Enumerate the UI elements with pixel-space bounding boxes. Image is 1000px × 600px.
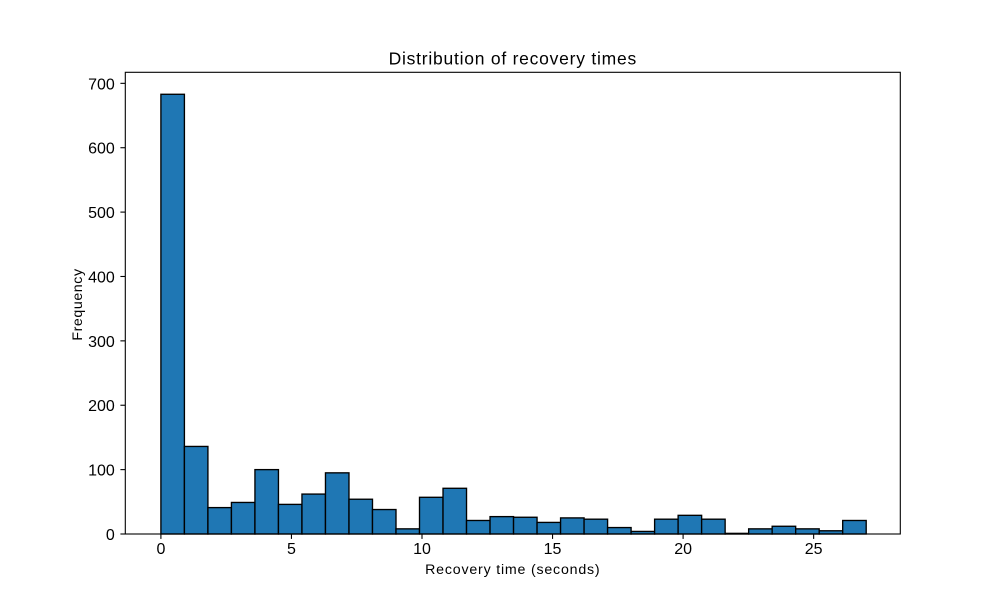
svg-text:300: 300: [88, 334, 115, 351]
svg-text:600: 600: [88, 141, 115, 158]
svg-text:100: 100: [88, 463, 115, 480]
svg-text:20: 20: [674, 541, 692, 558]
svg-text:Recovery time (seconds): Recovery time (seconds): [425, 562, 600, 578]
svg-text:0: 0: [106, 527, 115, 544]
svg-text:0: 0: [156, 541, 165, 558]
svg-text:Distribution of recovery times: Distribution of recovery times: [389, 48, 637, 68]
svg-text:200: 200: [88, 398, 115, 415]
svg-text:5: 5: [287, 541, 296, 558]
svg-text:500: 500: [88, 205, 115, 222]
svg-text:700: 700: [88, 76, 115, 93]
svg-text:10: 10: [413, 541, 431, 558]
svg-text:15: 15: [544, 541, 562, 558]
svg-text:Frequency: Frequency: [70, 268, 86, 341]
svg-text:25: 25: [805, 541, 823, 558]
svg-text:400: 400: [88, 269, 115, 286]
